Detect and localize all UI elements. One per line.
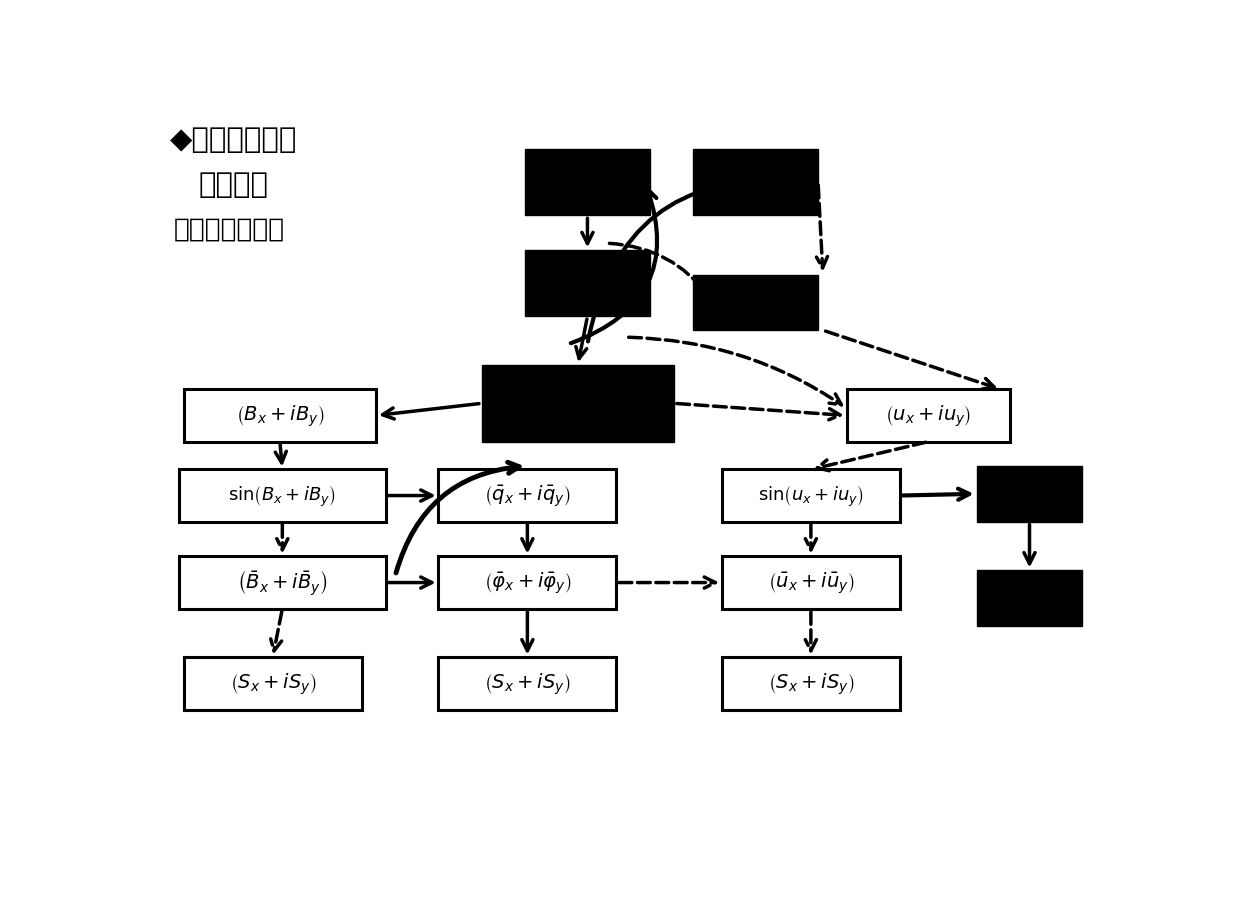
FancyBboxPatch shape — [179, 557, 386, 609]
FancyBboxPatch shape — [184, 390, 376, 442]
FancyBboxPatch shape — [525, 251, 650, 317]
Text: $\left(S_x+iS_y\right)$: $\left(S_x+iS_y\right)$ — [768, 671, 854, 696]
Text: $\sin\!\left(u_x+iu_y\right)$: $\sin\!\left(u_x+iu_y\right)$ — [758, 483, 864, 508]
Text: $\left(S_x+iS_y\right)$: $\left(S_x+iS_y\right)$ — [484, 671, 570, 696]
Text: $\left(\bar{u}_x+i\bar{u}_y\right)$: $\left(\bar{u}_x+i\bar{u}_y\right)$ — [768, 570, 854, 596]
Text: $\left(B_x+iB_y\right)$: $\left(B_x+iB_y\right)$ — [236, 404, 324, 429]
FancyBboxPatch shape — [722, 470, 900, 522]
FancyBboxPatch shape — [722, 557, 900, 609]
Text: $\left(\bar{q}_x+i\bar{q}_y\right)$: $\left(\bar{q}_x+i\bar{q}_y\right)$ — [484, 483, 570, 508]
Text: $\left(\bar{\varphi}_x+i\bar{\varphi}_y\right)$: $\left(\bar{\varphi}_x+i\bar{\varphi}_y\… — [484, 570, 572, 596]
Text: $\left(u_x+iu_y\right)$: $\left(u_x+iu_y\right)$ — [885, 404, 972, 429]
Text: （大地线等长）: （大地线等长） — [174, 216, 285, 242]
FancyBboxPatch shape — [722, 657, 900, 710]
Text: $\left(S_x+iS_y\right)$: $\left(S_x+iS_y\right)$ — [229, 671, 316, 696]
FancyBboxPatch shape — [977, 571, 1083, 627]
FancyBboxPatch shape — [693, 275, 818, 330]
FancyBboxPatch shape — [525, 150, 650, 216]
FancyBboxPatch shape — [439, 557, 616, 609]
FancyBboxPatch shape — [977, 467, 1083, 522]
Text: $\sin\!\left(B_x+iB_y\right)$: $\sin\!\left(B_x+iB_y\right)$ — [228, 483, 336, 508]
FancyBboxPatch shape — [693, 150, 818, 216]
FancyBboxPatch shape — [184, 657, 362, 710]
Text: 技术路线: 技术路线 — [198, 171, 268, 199]
Text: ◆斜轴等角投影: ◆斜轴等角投影 — [170, 126, 296, 154]
FancyBboxPatch shape — [439, 657, 616, 710]
FancyBboxPatch shape — [481, 366, 675, 442]
FancyBboxPatch shape — [439, 470, 616, 522]
FancyBboxPatch shape — [179, 470, 386, 522]
Text: $\left(\bar{B}_x+i\bar{B}_y\right)$: $\left(\bar{B}_x+i\bar{B}_y\right)$ — [237, 568, 327, 598]
FancyBboxPatch shape — [847, 390, 1011, 442]
